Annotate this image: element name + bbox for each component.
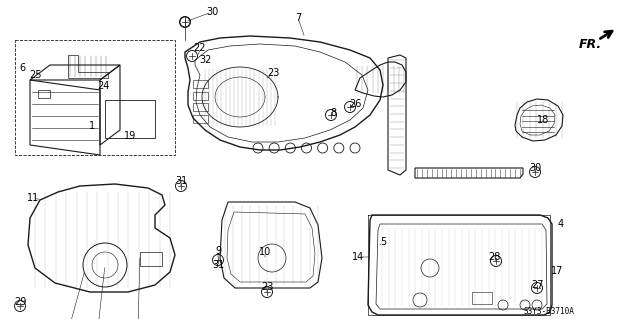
Text: 30: 30 (206, 7, 218, 17)
Text: 23: 23 (267, 68, 279, 78)
Text: 31: 31 (212, 260, 224, 270)
Text: 9: 9 (215, 246, 221, 256)
Text: 18: 18 (537, 115, 549, 125)
Text: 31: 31 (175, 176, 187, 186)
Text: 24: 24 (97, 81, 109, 91)
Bar (140, 252, 162, 266)
Text: 29: 29 (14, 297, 26, 307)
Text: S3Y3-B3710A: S3Y3-B3710A (524, 308, 575, 316)
Text: 14: 14 (352, 252, 364, 262)
Text: 6: 6 (19, 63, 25, 73)
Text: 8: 8 (330, 108, 336, 118)
Text: 26: 26 (349, 99, 361, 109)
Text: 22: 22 (194, 43, 206, 53)
Text: 27: 27 (531, 280, 543, 290)
Text: 7: 7 (295, 13, 301, 23)
Text: 17: 17 (551, 266, 563, 276)
Text: 10: 10 (259, 247, 271, 257)
Text: FR.: FR. (579, 39, 602, 51)
Text: 30: 30 (529, 163, 541, 173)
Text: 5: 5 (380, 237, 386, 247)
Bar (193, 80, 208, 88)
Text: 32: 32 (199, 55, 211, 65)
Text: 4: 4 (558, 219, 564, 229)
Bar (472, 292, 492, 304)
Text: 23: 23 (261, 282, 273, 292)
Text: 11: 11 (27, 193, 39, 203)
Text: 1: 1 (89, 121, 95, 131)
Bar (193, 92, 208, 100)
Text: 19: 19 (124, 131, 136, 141)
Bar (193, 103, 208, 111)
Text: 28: 28 (488, 252, 500, 262)
Bar (193, 115, 208, 123)
Bar (105, 100, 155, 138)
Bar (38, 90, 50, 98)
Text: 25: 25 (29, 70, 42, 80)
